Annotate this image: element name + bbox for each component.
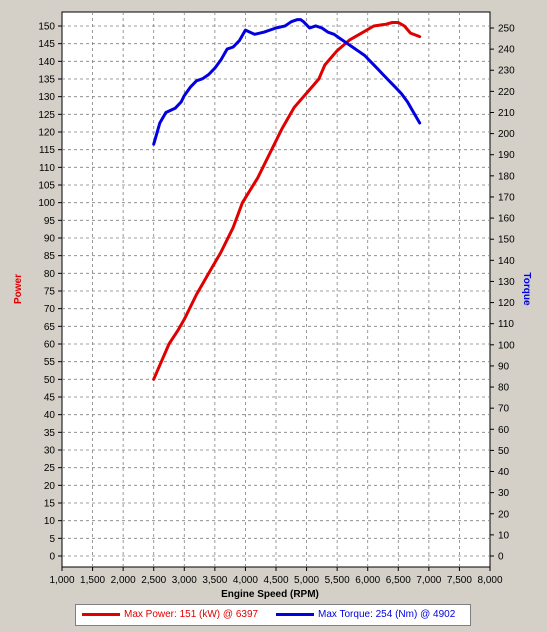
left-tick-label: 30 <box>44 446 56 457</box>
left-tick-label: 125 <box>38 110 55 121</box>
left-tick-label: 85 <box>44 251 56 262</box>
right-axis-ticks: 0 10 20 30 40 50 60 70 80 90 100 110 120 130 140 150 160… <box>490 24 515 563</box>
right-tick-label: 40 <box>498 467 510 478</box>
left-tick-label: 25 <box>44 463 56 474</box>
left-tick-label: 145 <box>38 39 55 50</box>
right-tick-label: 240 <box>498 45 515 56</box>
right-tick-label: 60 <box>498 425 510 436</box>
right-tick-label: 30 <box>498 488 510 499</box>
right-tick-label: 190 <box>498 150 515 161</box>
dyno-chart: 0 5 10 15 20 25 30 35 40 45 50 55 60 65 70 75 80 85 90 95 10… <box>13 11 532 600</box>
x-axis-ticks: 1,000 1,500 2,000 2,500 3,000 3,500 4,000 4,500… <box>49 567 503 586</box>
left-tick-label: 90 <box>44 234 56 245</box>
x-tick-label: 1,500 <box>80 575 105 586</box>
right-tick-label: 20 <box>498 509 510 520</box>
left-tick-label: 20 <box>44 481 56 492</box>
x-tick-label: 3,500 <box>202 575 227 586</box>
right-tick-label: 70 <box>498 404 510 415</box>
power-series-line <box>152 21 422 381</box>
series-layer <box>152 18 422 381</box>
x-tick-label: 4,500 <box>263 575 288 586</box>
left-tick-label: 150 <box>38 22 55 33</box>
x-tick-label: 1,000 <box>49 575 74 586</box>
right-tick-label: 120 <box>498 298 515 309</box>
legend-item-torque: Max Torque: 254 (Nm) @ 4902 <box>276 609 455 620</box>
left-tick-label: 65 <box>44 322 56 333</box>
x-tick-label: 7,000 <box>416 575 441 586</box>
right-tick-label: 90 <box>498 361 510 372</box>
left-tick-label: 80 <box>44 269 56 280</box>
left-tick-label: 60 <box>44 340 56 351</box>
left-tick-label: 70 <box>44 304 56 315</box>
left-tick-label: 10 <box>44 516 56 527</box>
right-tick-label: 50 <box>498 446 510 457</box>
right-tick-label: 0 <box>498 552 504 563</box>
right-tick-label: 10 <box>498 530 510 541</box>
right-axis-title: Torque <box>521 272 532 306</box>
x-tick-label: 6,000 <box>355 575 380 586</box>
x-tick-label: 4,000 <box>233 575 258 586</box>
left-tick-label: 135 <box>38 75 55 86</box>
x-tick-label: 2,000 <box>111 575 136 586</box>
x-tick-label: 2,500 <box>141 575 166 586</box>
left-tick-label: 50 <box>44 375 56 386</box>
left-tick-label: 40 <box>44 410 56 421</box>
left-tick-label: 55 <box>44 357 56 368</box>
right-tick-label: 130 <box>498 277 515 288</box>
x-axis-title: Engine Speed (RPM) <box>221 589 319 600</box>
right-tick-label: 170 <box>498 192 515 203</box>
left-axis-title: Power <box>13 274 24 304</box>
right-tick-label: 210 <box>498 108 515 119</box>
left-axis-ticks: 0 5 10 15 20 25 30 35 40 45 50 55 60 65 70 75 80 85 90 95 10… <box>38 22 62 563</box>
right-tick-label: 160 <box>498 214 515 225</box>
power-legend-swatch <box>82 613 120 616</box>
torque-series-line <box>152 18 422 146</box>
left-tick-label: 115 <box>39 145 55 156</box>
power-legend-label: Max Power: 151 (kW) @ 6397 <box>124 609 259 620</box>
x-tick-label: 6,500 <box>386 575 411 586</box>
right-tick-label: 250 <box>498 24 515 35</box>
legend: Max Power: 151 (kW) @ 6397 Max Torque: 2… <box>75 604 471 626</box>
right-tick-label: 200 <box>498 129 515 140</box>
left-tick-label: 120 <box>38 128 55 139</box>
left-tick-label: 105 <box>38 181 55 192</box>
left-tick-label: 5 <box>49 534 55 545</box>
torque-legend-label: Max Torque: 254 (Nm) @ 4902 <box>318 609 456 620</box>
right-tick-label: 100 <box>498 340 515 351</box>
left-tick-label: 95 <box>44 216 56 227</box>
x-tick-label: 5,500 <box>325 575 350 586</box>
left-tick-label: 15 <box>44 499 56 510</box>
grid-lines <box>62 12 490 567</box>
torque-legend-swatch <box>276 613 314 616</box>
left-tick-label: 0 <box>49 552 55 563</box>
x-tick-label: 5,000 <box>294 575 319 586</box>
right-tick-label: 230 <box>498 66 515 77</box>
x-tick-label: 7,500 <box>447 575 472 586</box>
x-tick-label: 3,000 <box>172 575 197 586</box>
left-tick-label: 75 <box>44 287 56 298</box>
right-tick-label: 80 <box>498 383 510 394</box>
left-tick-label: 140 <box>38 57 55 68</box>
left-tick-label: 100 <box>38 198 55 209</box>
right-tick-label: 220 <box>498 87 515 98</box>
right-tick-label: 180 <box>498 171 515 182</box>
legend-item-power: Max Power: 151 (kW) @ 6397 <box>82 609 258 620</box>
left-tick-label: 35 <box>44 428 56 439</box>
right-tick-label: 140 <box>498 256 515 267</box>
left-tick-label: 110 <box>39 163 55 174</box>
right-tick-label: 150 <box>498 235 515 246</box>
right-tick-label: 110 <box>498 319 514 330</box>
x-tick-label: 8,000 <box>477 575 502 586</box>
left-tick-label: 45 <box>44 393 56 404</box>
left-tick-label: 130 <box>38 92 55 103</box>
